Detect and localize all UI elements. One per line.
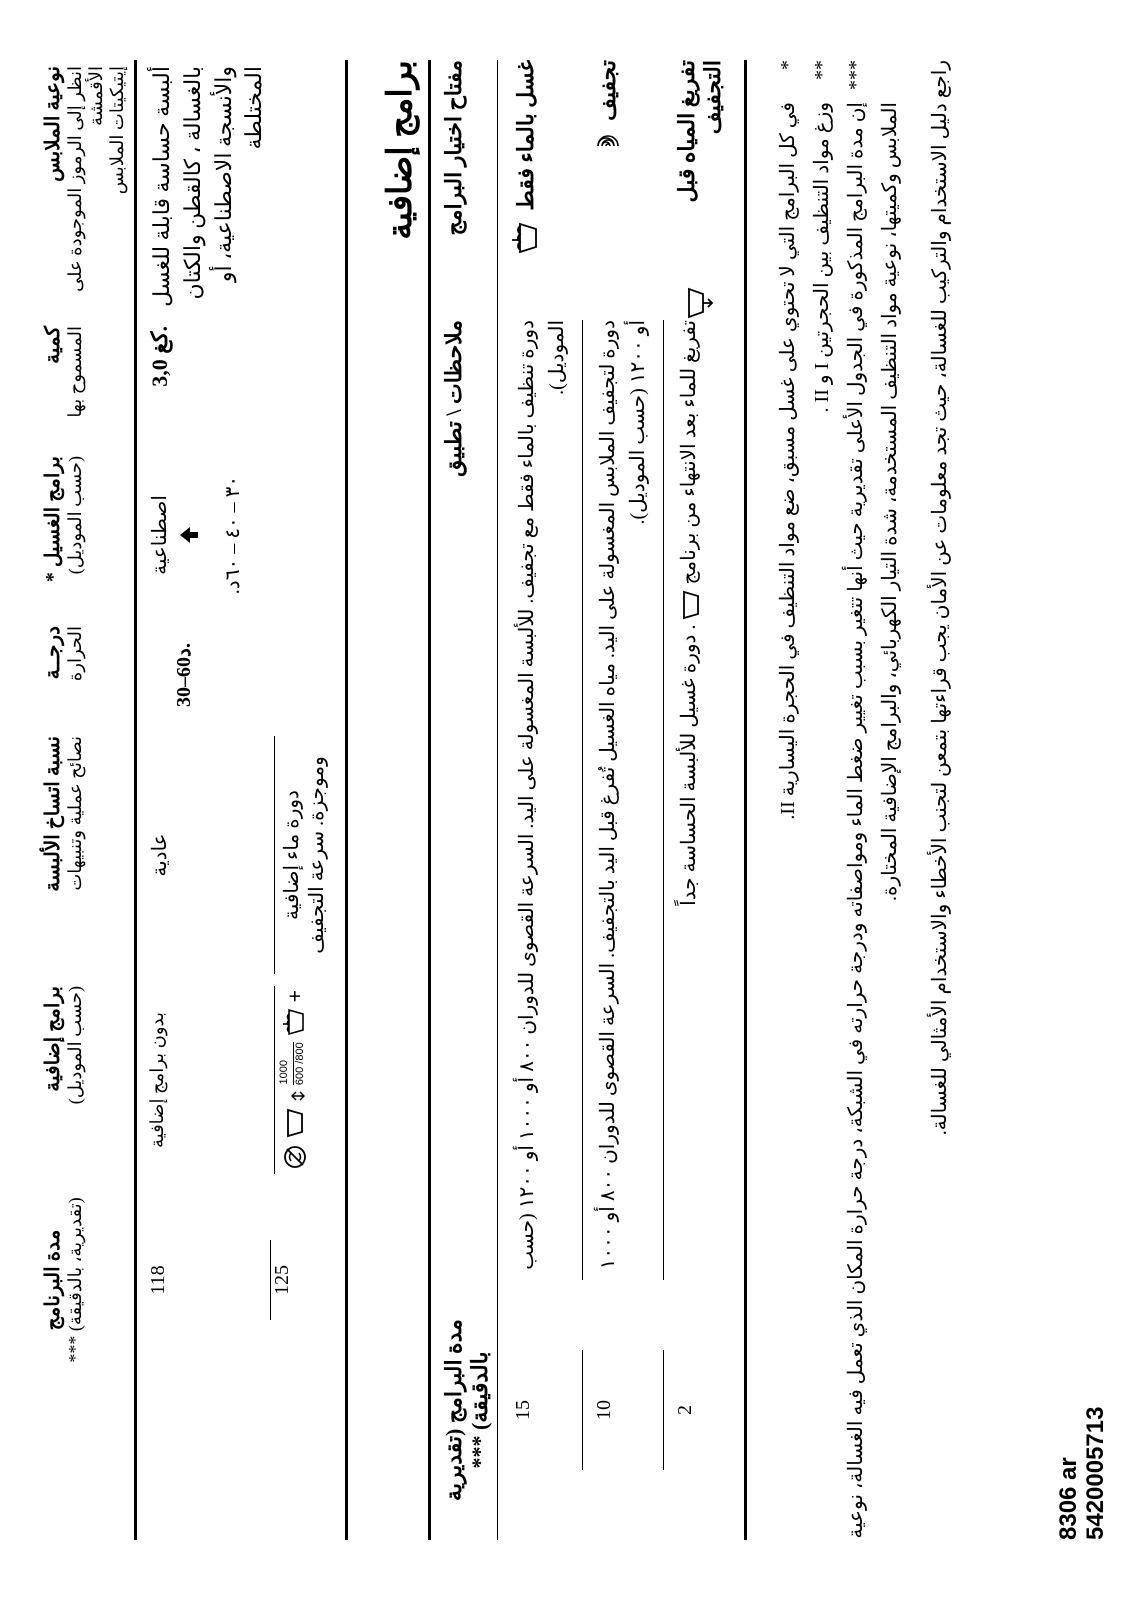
hdr-dur-sub: (تقديرية، بالدقيقة) *** xyxy=(65,1186,86,1374)
dur-value-2: 125 xyxy=(271,1265,293,1295)
prog-label: اصطناعية xyxy=(147,456,172,614)
add-hdr-dur: مدة البرامج (تقديرية بالدقيقة) *** xyxy=(441,1280,493,1540)
drain-notes-b: . دورة غسيل للألبسة الحساسة جداً xyxy=(678,625,700,906)
add-table-header: مفتاح اختيار البرامج ملاحظات \ تطبيق مدة… xyxy=(441,60,493,1540)
spin-notes: دورة لتجفيف الملابس المغسولة على اليد. م… xyxy=(593,320,653,1280)
no-spin-icon xyxy=(282,1144,308,1170)
drain-notes-a: تفريغ للماء بعد الانتهاء من برنامج xyxy=(678,320,700,585)
row-divider xyxy=(663,60,664,1540)
hdr-qty: كمية xyxy=(40,326,65,444)
hdr-prog-sub: (حسب الموديل) xyxy=(65,456,86,614)
footnotes-block: * في كل البرامج التي لا تحتوي على غسل مس… xyxy=(771,60,907,1540)
fn1-mark: * xyxy=(771,60,805,90)
table-header-row: نوعية الملابس انظر إلى الرموز الموجودة ع… xyxy=(40,60,128,1540)
table-row: ألبسة حساسة قابلة للغسل بالغسالة ، كالقط… xyxy=(147,60,270,1540)
basin-arrow-down-icon xyxy=(685,286,715,320)
extra-none-label: بدون برامج إضافية xyxy=(147,986,168,1174)
main-program-table: نوعية الملابس انظر إلى الرموز الموجودة ع… xyxy=(40,60,358,1540)
fn3-text: إن مدة البرامج المذكورة في الجدول الأعلى… xyxy=(839,102,907,1540)
fn2-mark: ** xyxy=(805,60,839,90)
add-row-drain: تفريغ المياه قبل التجفيف تفريغ للماء بعد… xyxy=(664,60,736,1540)
divider xyxy=(744,60,747,1540)
hdr-soil-sub: نصائح عملية وتنبيهات xyxy=(65,736,86,974)
spin-dur: 10 xyxy=(593,1280,616,1540)
spiral-spin-icon xyxy=(593,131,623,161)
hdr-prog: برامج الغسيل * xyxy=(40,456,65,614)
add-hdr-notes: ملاحظات \ تطبيق xyxy=(441,320,493,1280)
section-title-additional: برامج إضافية xyxy=(380,60,420,1540)
hdr-extra: برامج إضافية xyxy=(40,986,65,1174)
basin-water-icon xyxy=(512,221,540,255)
hdr-qty-sub: المسموح بها xyxy=(65,326,86,444)
add-row-rinse: غسل بالماء فقط دورة تنظيف بالماء فقط مع … xyxy=(502,60,582,1540)
type-l4: المختلطة xyxy=(239,66,270,314)
divider xyxy=(428,60,431,1540)
hdr-extra-sub: (حسب الموديل) xyxy=(65,986,86,1174)
hdr-type: نوعية الملابس xyxy=(40,66,65,314)
qty-value: 3,0 كغ. xyxy=(147,326,172,387)
rinse-notes: دورة تنظيف بالماء فقط مع تجفيف. للألبسة … xyxy=(512,320,572,1280)
extra-options-icons: + 1000 800/ 600 xyxy=(279,986,310,1174)
soil-extra-a: دورة ماء إضافية xyxy=(279,736,304,974)
rinse-dur: 15 xyxy=(512,1280,535,1540)
rinse-hold-inline-icon xyxy=(681,590,701,620)
final-safety-note: راجع دليل الاستخدام والتركيب للغسالة، حي… xyxy=(927,60,952,1540)
type-l1: ألبسة حساسة قابلة للغسل xyxy=(147,66,178,314)
soil-extra-b: وموجزة. سرعة التجفيف xyxy=(304,736,329,974)
spin-speed-icon: 1000 800/ 600 xyxy=(279,1042,310,1102)
divider xyxy=(134,60,137,1540)
hdr-type-sub1: انظر إلى الرموز الموجودة على الأقمشة xyxy=(65,66,107,314)
footer-serial: 5420005713 xyxy=(1083,1407,1109,1540)
drain-dur: 2 xyxy=(674,1280,697,1540)
hdr-soil: نسبة اتساخ الألبسة xyxy=(40,736,65,974)
footer-model: 8306 ar xyxy=(1056,1407,1082,1540)
footnote-2: ** وزغ مواد التنظيف بين الحجرتين I و II … xyxy=(805,60,839,1540)
hdr-temp: درجــة xyxy=(40,626,65,724)
divider xyxy=(345,60,348,1540)
speed-bot: 800/ 600 xyxy=(293,1042,306,1085)
row-divider xyxy=(582,60,583,1540)
prog-range: ٣٠ – ٤٠ – ٦٠د. xyxy=(220,456,245,614)
drain-label: تفريغ المياه قبل التجفيف xyxy=(674,60,726,276)
rinse-label: غسل بالماء فقط xyxy=(513,60,539,211)
type-l3: والأنسجة الاصطناعية، أو xyxy=(209,66,240,314)
type-l2: بالغسالة ، كالقطن والكتان xyxy=(178,66,209,314)
footnote-1: * في كل البرامج التي لا تحتوي على غسل مس… xyxy=(771,60,805,1540)
hdr-dur: مدة البرنامج xyxy=(40,1186,65,1374)
spin-label: تجفيف xyxy=(595,60,621,121)
fn1-text: في كل البرامج التي لا تحتوي على غسل مسبق… xyxy=(771,102,805,820)
hdr-type-sub2: إيتيكيتات الملابس xyxy=(107,66,128,314)
synthetics-program-icon xyxy=(172,475,220,595)
hdr-temp-sub: الحرارة xyxy=(65,626,86,724)
fn2-text: وزغ مواد التنظيف بين الحجرتين I و II . xyxy=(805,102,839,412)
add-row-spin: تجفيف دورة لتجفيف الملابس المغسولة على ا… xyxy=(583,60,663,1540)
additional-programs-table: مفتاح اختيار البرامج ملاحظات \ تطبيق مدة… xyxy=(441,60,747,1540)
fn3-mark: *** xyxy=(839,60,907,90)
footnote-3: *** إن مدة البرامج المذكورة في الجدول ال… xyxy=(839,60,907,1540)
rinse-hold-icon xyxy=(284,1108,306,1138)
soil-normal: عادية xyxy=(147,736,172,974)
table-row-sub: دورة ماء إضافية وموجزة. سرعة التجفيف + 1… xyxy=(270,60,329,1540)
basin-water-icon xyxy=(283,1008,307,1036)
speed-top: 1000 xyxy=(278,1060,290,1084)
document-id-footer: 8306 ar 5420005713 xyxy=(1056,1407,1109,1540)
add-hdr-key: مفتاح اختيار البرامج xyxy=(441,60,493,320)
dur-value-1: 118 xyxy=(147,1265,169,1294)
temp-value: 30–60د. xyxy=(173,643,195,707)
